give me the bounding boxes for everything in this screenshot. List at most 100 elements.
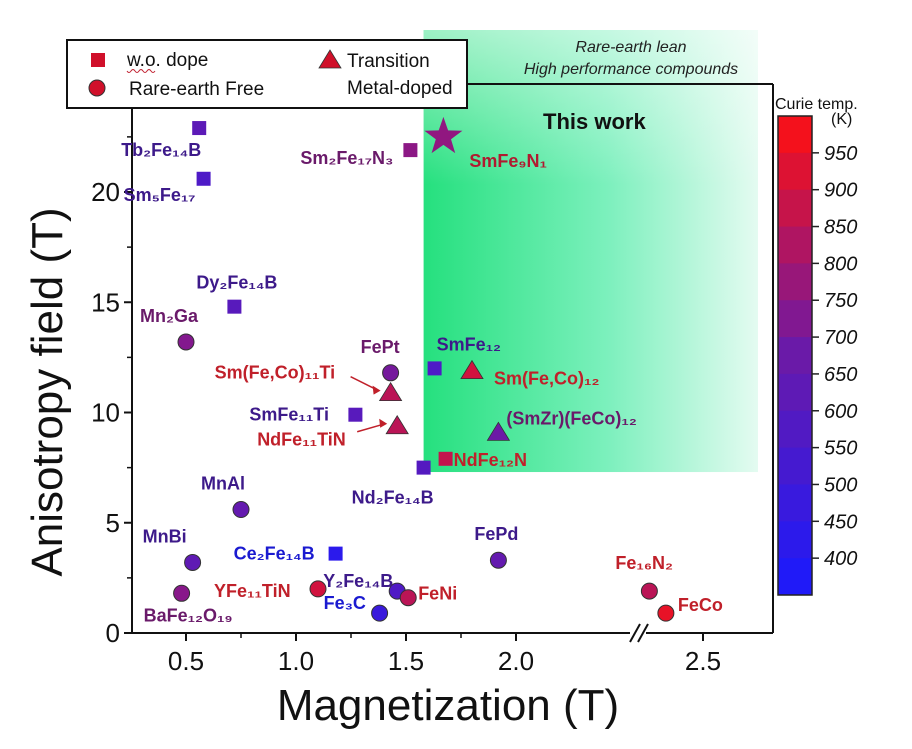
axes-layer: 0 5 10 15 20 0.5 1.0 1.5 2.0 2.5	[91, 83, 774, 676]
y-tick-label: 5	[106, 508, 120, 538]
colorbar-segment	[778, 152, 812, 191]
region-label-line-1: Rare-earth lean	[575, 39, 686, 56]
legend-circle-icon	[88, 79, 106, 97]
data-point-nd2fe14b	[416, 460, 431, 475]
colorbar-segment	[778, 373, 812, 412]
colorbar-frame	[777, 115, 813, 596]
data-point-sm-fe-co-12	[460, 359, 484, 380]
legend: w.o. dope Rare-earth Free Transition Metal-…	[66, 39, 468, 109]
point-label: FePd	[474, 524, 518, 544]
data-point-feni	[399, 589, 417, 607]
data-point-feco	[657, 604, 675, 622]
point-label: Sm₂Fe₁₇N₃	[300, 148, 393, 168]
data-point-smfe9n1	[424, 116, 463, 154]
data-point-bafe12o19	[173, 584, 191, 602]
legend-box	[66, 39, 468, 109]
colorbar-tick-label: 400	[824, 548, 857, 570]
point-label: Sm₅Fe₁₇	[124, 185, 196, 205]
point-label: FeNi	[418, 584, 457, 604]
point-label: Sm(Fe,Co)₁₂	[494, 369, 599, 389]
data-point-fe3c	[371, 604, 389, 622]
legend-label-transition: Transition	[347, 51, 430, 72]
colorbar-segment	[778, 300, 812, 338]
point-label: BaFe₁₂O₁₉	[144, 605, 233, 625]
colorbar-segment	[778, 447, 812, 485]
point-label: FeCo	[678, 595, 723, 615]
legend-square-icon	[91, 53, 105, 67]
highlight-region-layer	[423, 30, 758, 473]
point-label: SmFe₁₁Ti	[249, 405, 329, 425]
x-tick-label: 0.5	[168, 646, 204, 676]
data-point-mn2ga	[177, 333, 195, 351]
data-point-fepd	[489, 551, 507, 569]
this-work-annotation: This work	[543, 109, 646, 134]
axis-break-mark	[637, 623, 649, 643]
legend-label-metal-doped: Metal-doped	[347, 78, 453, 99]
colorbar-segment	[778, 263, 812, 301]
colorbar-segment	[778, 521, 812, 559]
data-point-yfe11tin	[309, 580, 327, 598]
data-point-smzr-feco-12	[486, 421, 511, 441]
data-point-ndfe12n	[438, 451, 453, 466]
highlight-region-fade	[423, 30, 758, 473]
colorbar-unit: (K)	[831, 111, 852, 128]
colorbar-tick-label: 750	[824, 290, 857, 312]
point-label: YFe₁₁TiN	[214, 581, 291, 601]
point-label: Y₂Fe₁₄B	[323, 571, 393, 591]
point-label: NdFe₁₁TiN	[257, 430, 346, 450]
annotation-arrowhead	[379, 418, 388, 428]
legend-triangle-icon	[318, 49, 342, 69]
colorbar-segment	[778, 558, 812, 596]
point-label: MnAl	[201, 474, 245, 494]
colorbar-tick-label: 850	[824, 217, 857, 239]
y-tick-label: 20	[91, 177, 120, 207]
colorbar-segment	[778, 484, 812, 522]
y-tick-label: 10	[91, 398, 120, 428]
data-point-smfe11ti	[348, 407, 363, 422]
point-label: Nd₂Fe₁₄B	[352, 488, 434, 508]
point-label: Sm(Fe,Co)₁₁Ti	[215, 363, 336, 383]
legend-label-wo-dope: w.o. dope	[126, 50, 208, 71]
data-point-fe16n2	[640, 582, 658, 600]
region-label-line-2: High performance compounds	[524, 61, 738, 78]
x-tick-label: 1.0	[278, 646, 314, 676]
data-point-fept	[382, 364, 400, 382]
colorbar-tick-label: 900	[824, 180, 857, 202]
point-label: Fe₃C	[324, 593, 366, 613]
y-tick-label: 0	[106, 618, 120, 648]
axis-break-mark	[629, 623, 641, 643]
colorbar-segment	[778, 337, 812, 375]
colorbar-tick-label: 550	[824, 438, 857, 460]
colorbar-segment	[778, 116, 812, 154]
data-point-sm5fe17	[196, 171, 211, 186]
annotation-arrowhead	[372, 385, 381, 395]
data-point-tb2fe14b	[192, 121, 207, 136]
colorbar-title: Curie temp.	[775, 96, 858, 113]
colorbar-segment	[778, 189, 812, 228]
colorbar-tick-label: 600	[824, 401, 857, 423]
colorbar-tick-label: 700	[824, 327, 857, 349]
colorbar: Curie temp.(K) 400 450 500 550 600 650 700 750 80…	[775, 96, 858, 596]
point-label: Ce₂Fe₁₄B	[234, 544, 315, 564]
colorbar-tick-label: 450	[824, 511, 857, 533]
point-label: SmFe₉N₁	[469, 151, 547, 171]
legend-label-rare-earth-free: Rare-earth Free	[129, 79, 264, 100]
data-point-sm-fe-co-11ti	[378, 381, 403, 402]
colorbar-segment	[778, 410, 812, 449]
data-point-ndfe11tin	[385, 414, 409, 435]
colorbar-segment	[778, 226, 812, 264]
colorbar-tick-label: 950	[824, 143, 857, 165]
colorbar-tick-label: 800	[824, 253, 857, 275]
point-label: SmFe₁₂	[437, 334, 501, 354]
point-label: Dy₂Fe₁₄B	[196, 273, 277, 293]
point-label: Mn₂Ga	[140, 306, 199, 326]
x-tick-label: 2.0	[498, 646, 534, 676]
point-label: NdFe₁₂N	[454, 450, 527, 470]
y-tick-label: 15	[91, 287, 120, 317]
data-point-mnal	[232, 501, 250, 519]
data-point-ce2fe14b	[328, 546, 343, 561]
point-label: Fe₁₆N₂	[615, 553, 673, 573]
x-tick-label: 2.5	[685, 646, 721, 676]
x-axis-title: Magnetization (T)	[277, 681, 619, 730]
